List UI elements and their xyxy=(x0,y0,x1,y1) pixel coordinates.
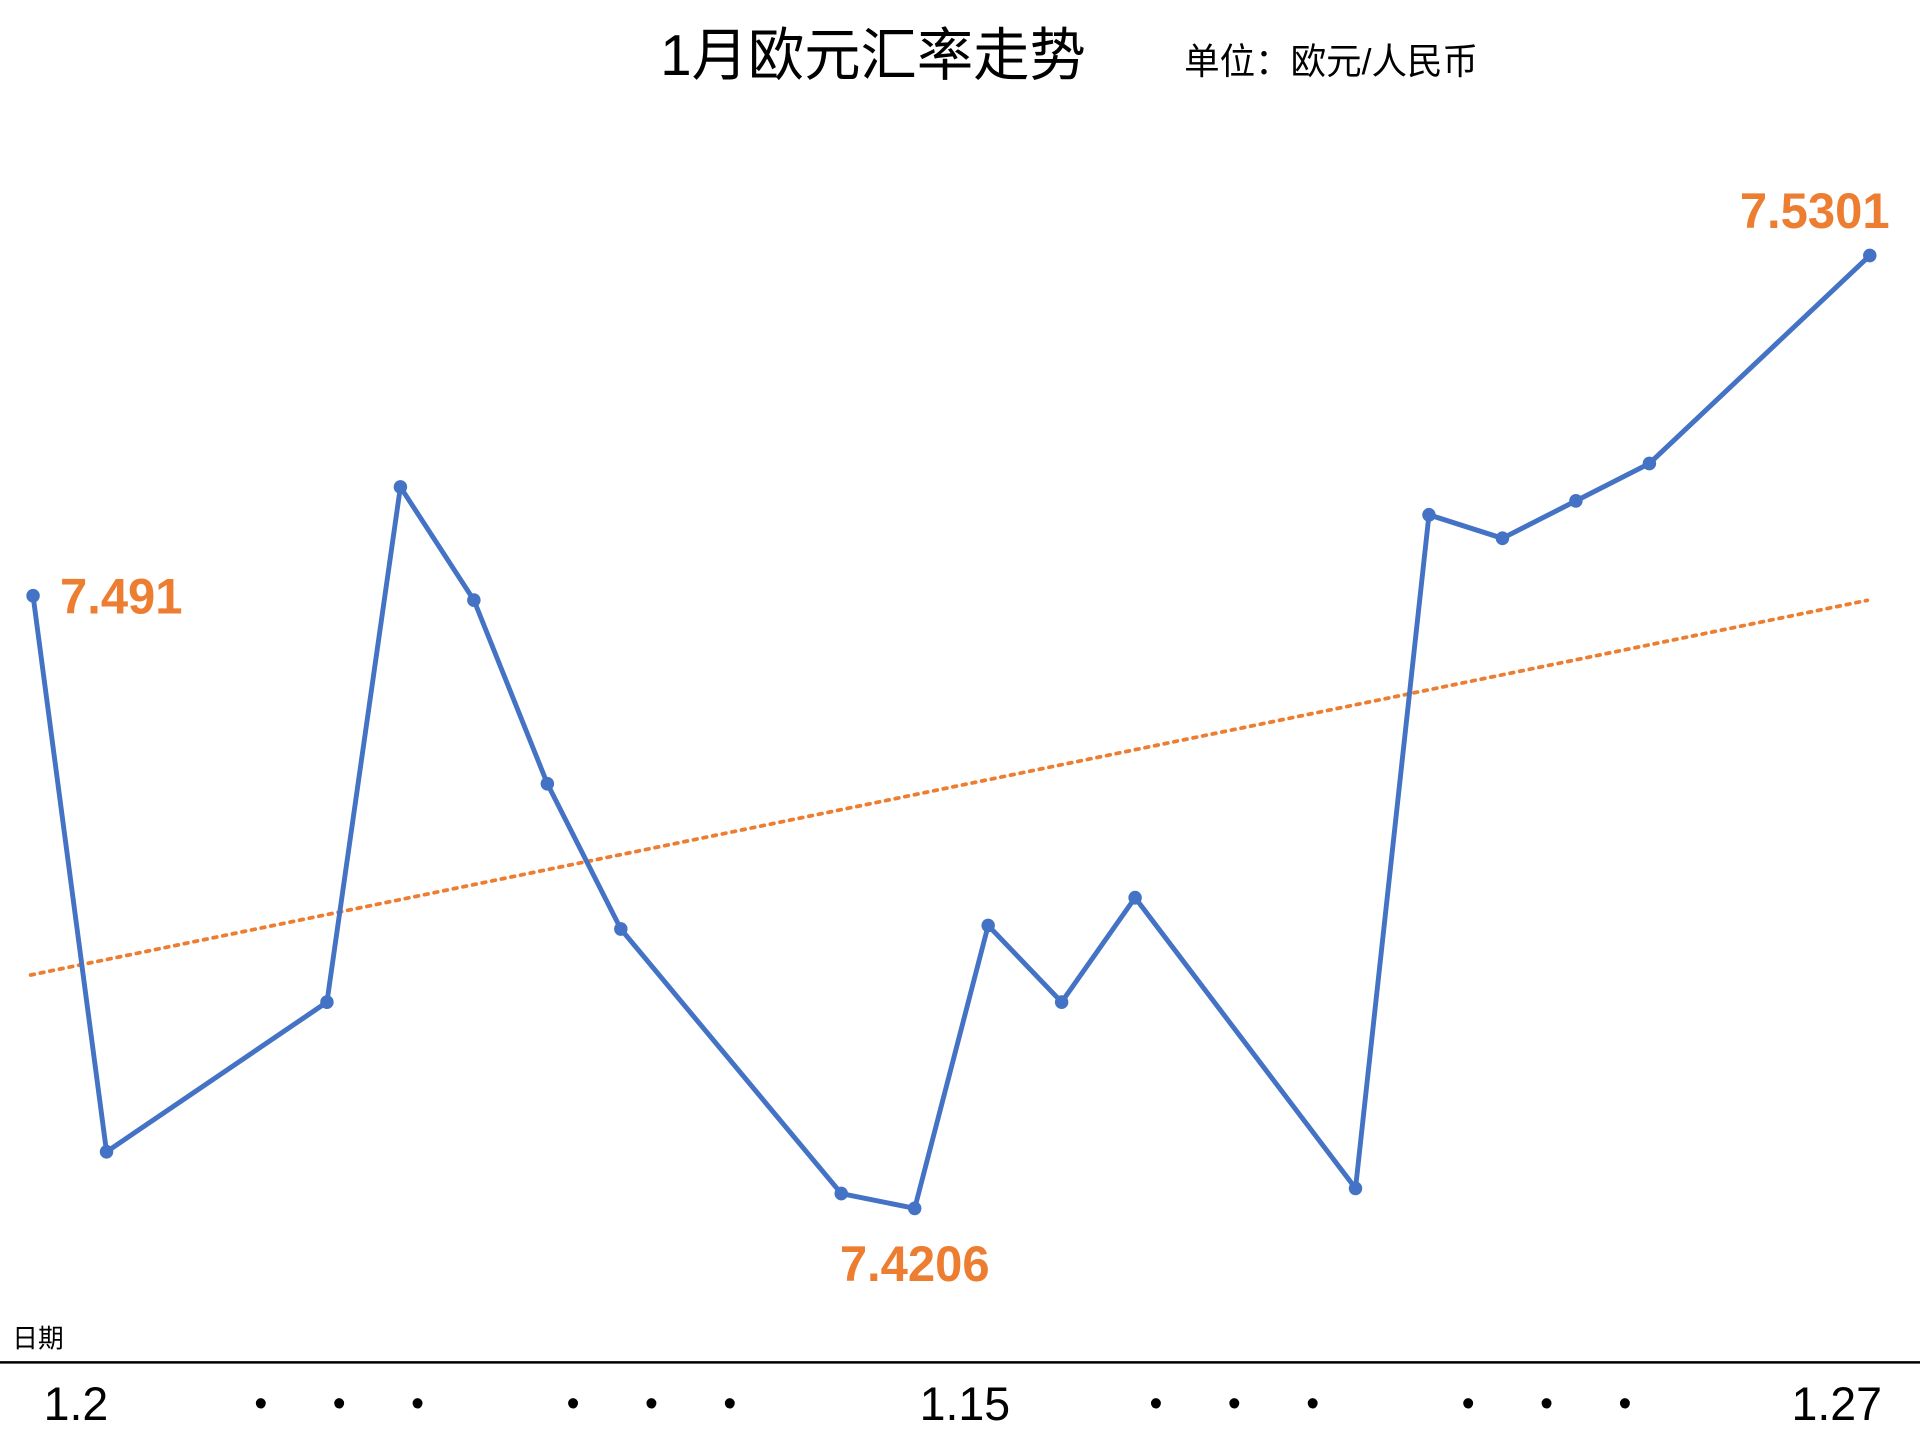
x-tick-label: • xyxy=(333,1382,346,1424)
x-tick-label: • xyxy=(1149,1382,1162,1424)
x-tick-label: 1.2 xyxy=(44,1376,109,1430)
data-point-1.8 xyxy=(467,593,481,607)
data-point-1.22 xyxy=(1495,531,1510,546)
data-point-1.14 xyxy=(907,1201,922,1216)
data-point-1.2 xyxy=(26,588,40,603)
x-tick-label: • xyxy=(645,1382,658,1424)
x-tick-label: • xyxy=(567,1382,580,1424)
x-tick-label: • xyxy=(1462,1382,1475,1424)
x-tick-label: • xyxy=(1228,1382,1241,1424)
x-tick-label: • xyxy=(1540,1382,1553,1424)
data-point-1.23 xyxy=(1569,494,1583,508)
x-tick-label: • xyxy=(1618,1382,1631,1424)
chart-subtitle: 单位：欧元/人民币 xyxy=(1184,41,1478,82)
x-tick-label: • xyxy=(723,1382,736,1424)
data-point-1.27 xyxy=(1863,248,1877,263)
data-point-1.20 xyxy=(1348,1181,1363,1196)
x-tick-label: 1.15 xyxy=(920,1376,1011,1430)
data-point-1.10 xyxy=(614,922,628,936)
data-point-1.13 xyxy=(834,1186,848,1201)
data-point-1.9 xyxy=(540,776,555,791)
x-tick-label: • xyxy=(411,1382,424,1424)
data-label: 7.5301 xyxy=(1740,183,1890,239)
data-point-1.17 xyxy=(1128,890,1142,905)
data-label: 7.4206 xyxy=(840,1236,990,1292)
data-point-1.24 xyxy=(1642,456,1657,471)
x-tick-label: 1.27 xyxy=(1791,1376,1882,1430)
x-axis-label: 日期 xyxy=(12,1323,63,1353)
data-point-1.16 xyxy=(1054,995,1069,1010)
series-line xyxy=(30,253,1872,1211)
data-point-1.3 xyxy=(99,1144,114,1159)
data-point-1.6 xyxy=(320,995,334,1010)
data-point-1.15 xyxy=(981,918,995,933)
data-point-1.7 xyxy=(393,480,408,494)
data-point-1.21 xyxy=(1422,507,1436,522)
data-label: 7.491 xyxy=(60,569,183,625)
trendline xyxy=(28,598,1870,977)
x-tick-label: • xyxy=(1306,1382,1319,1424)
chart-title: 1月欧元汇率走势 xyxy=(660,24,1086,89)
x-tick-label: • xyxy=(254,1382,267,1424)
